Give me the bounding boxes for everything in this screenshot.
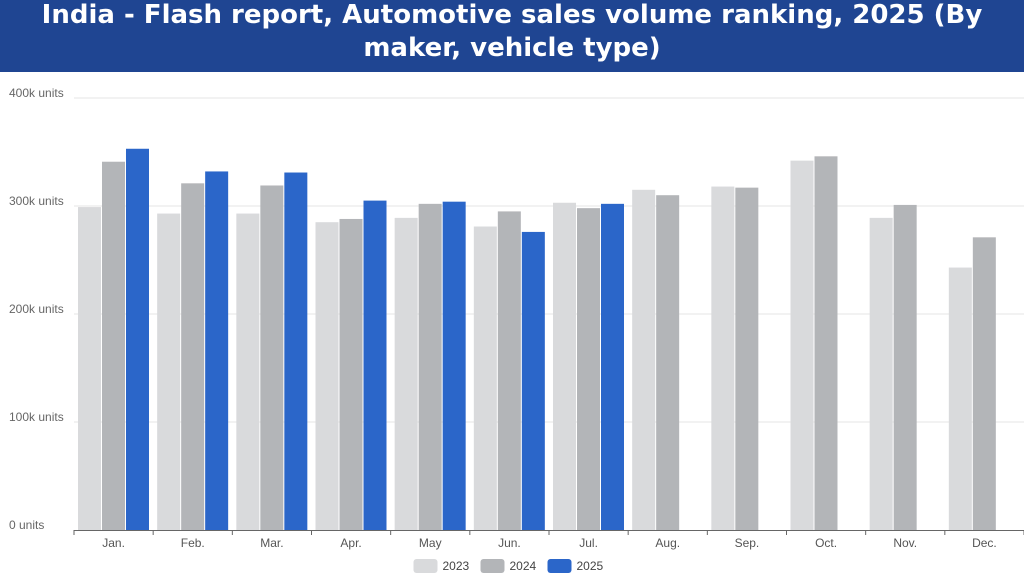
bar-2024-jan[interactable]	[102, 161, 125, 530]
y-tick-label: 300k units	[9, 194, 64, 208]
bar-2024-jul[interactable]	[577, 208, 600, 530]
x-tick-label: Jul.	[579, 536, 598, 550]
bar-2023-sep[interactable]	[711, 186, 735, 530]
legend[interactable]: 2023 2024 2025	[413, 559, 604, 573]
bar-2023-jun[interactable]	[473, 226, 497, 530]
bar-2024-aug[interactable]	[656, 195, 680, 530]
legend-swatch	[547, 559, 572, 573]
x-axis: Jan. Feb. Mar. Apr. May Jun. Jul. Aug. Sep. Oct. N…	[73, 530, 1024, 550]
x-tick-label: Jan.	[102, 536, 125, 550]
bar-2023-oct[interactable]	[790, 160, 814, 530]
bar-2023-jan[interactable]	[78, 207, 101, 530]
y-tick-label: 100k units	[9, 410, 64, 424]
legend-item-2025[interactable]: 2025	[547, 559, 604, 573]
legend-item-2023[interactable]: 2023	[413, 559, 470, 573]
bar-2024-jun[interactable]	[497, 211, 521, 530]
legend-item-2024[interactable]: 2024	[480, 559, 537, 573]
bar-2024-dec[interactable]	[972, 237, 996, 530]
bar-2025-jun[interactable]	[521, 231, 545, 531]
bars	[78, 148, 996, 531]
bar-2024-feb[interactable]	[181, 183, 205, 530]
bar-2024-nov[interactable]	[893, 204, 917, 531]
x-tick-label: Aug.	[655, 536, 680, 550]
bar-2024-sep[interactable]	[735, 187, 759, 530]
bar-2024-oct[interactable]	[814, 156, 838, 530]
bar-2025-mar[interactable]	[284, 172, 308, 530]
x-tick-label: Sep.	[735, 536, 760, 550]
legend-swatch	[413, 559, 438, 573]
bar-2023-jul[interactable]	[553, 202, 576, 530]
bar-2025-jul[interactable]	[601, 203, 624, 530]
bar-2025-jan[interactable]	[126, 148, 149, 530]
x-tick-label: Feb.	[181, 536, 205, 550]
bar-2024-may[interactable]	[418, 203, 442, 530]
x-tick-label: Oct.	[815, 536, 837, 550]
bar-2023-nov[interactable]	[869, 217, 893, 530]
bar-2024-mar[interactable]	[260, 185, 284, 530]
chart-area: 0 units 100k units 200k units 300k units 400…	[0, 72, 1024, 576]
y-tick-label: 400k units	[9, 86, 64, 100]
y-tick-label: 0 units	[9, 518, 44, 532]
legend-label: 2023	[443, 559, 470, 573]
x-tick-label: Apr.	[340, 536, 361, 550]
chart-header: India - Flash report, Automotive sales v…	[0, 0, 1024, 72]
legend-label: 2024	[510, 559, 537, 573]
x-tick-label: Dec.	[972, 536, 997, 550]
bar-2023-mar[interactable]	[236, 213, 260, 530]
bar-2023-dec[interactable]	[948, 267, 972, 530]
bar-2024-apr[interactable]	[339, 218, 363, 530]
bar-2025-may[interactable]	[442, 201, 466, 530]
legend-swatch	[480, 559, 505, 573]
legend-label: 2025	[577, 559, 604, 573]
bar-2023-aug[interactable]	[632, 189, 656, 531]
bar-2023-feb[interactable]	[157, 213, 181, 530]
x-tick-label: Mar.	[260, 536, 283, 550]
x-tick-label: Nov.	[893, 536, 917, 550]
bar-2025-apr[interactable]	[363, 200, 387, 530]
chart-title: India - Flash report, Automotive sales v…	[41, 0, 983, 63]
bar-2023-may[interactable]	[394, 217, 418, 530]
bar-2023-apr[interactable]	[315, 222, 339, 530]
x-tick-label: May	[419, 536, 442, 550]
y-tick-label: 200k units	[9, 302, 64, 316]
x-tick-label: Jun.	[498, 536, 521, 550]
bar-chart: 0 units 100k units 200k units 300k units 400…	[9, 86, 1024, 573]
bar-2025-feb[interactable]	[205, 171, 229, 530]
y-axis-ticks: 0 units 100k units 200k units 300k units 400…	[9, 86, 64, 532]
grid-lines	[74, 97, 1024, 423]
